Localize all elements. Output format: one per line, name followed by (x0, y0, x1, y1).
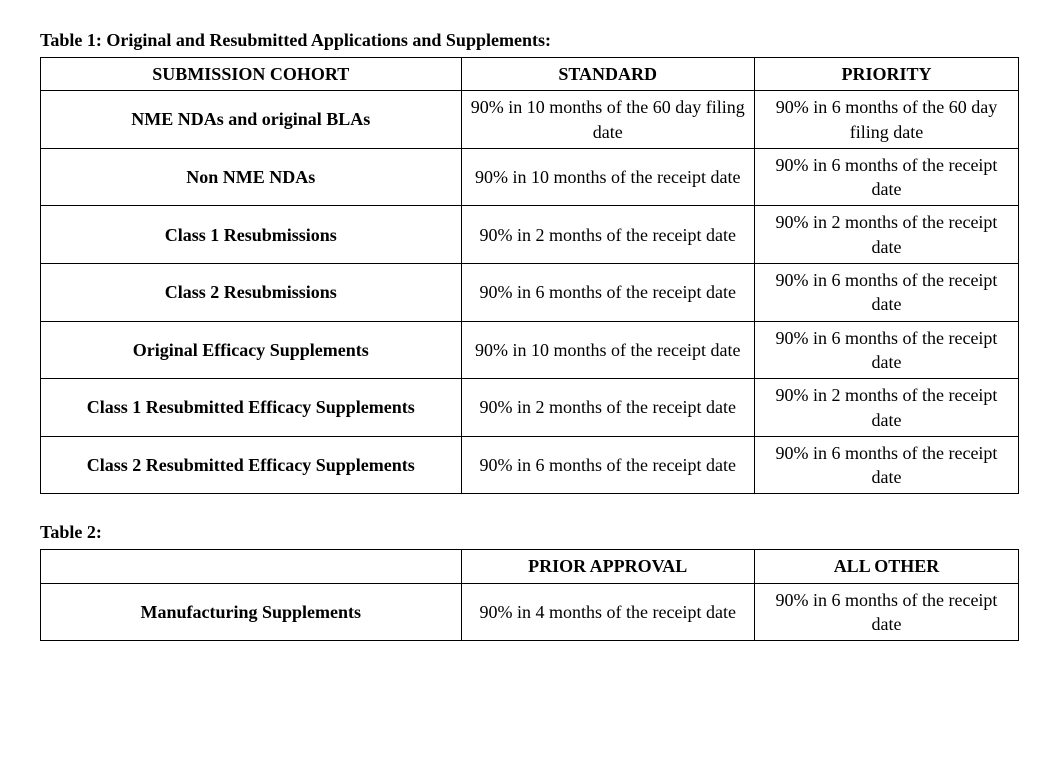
table1-cell-priority: 90% in 2 months of the receipt date (754, 379, 1018, 437)
table1-cell-priority: 90% in 2 months of the receipt date (754, 206, 1018, 264)
table-row: Class 2 Resubmitted Efficacy Supplements… (41, 436, 1019, 494)
table1-row-label: Non NME NDAs (41, 148, 462, 206)
table1-header-row: SUBMISSION COHORT STANDARD PRIORITY (41, 58, 1019, 91)
table1-row-label: NME NDAs and original BLAs (41, 91, 462, 149)
table1-row-label: Class 1 Resubmissions (41, 206, 462, 264)
table2-row-label: Manufacturing Supplements (41, 583, 462, 641)
table-row: Class 2 Resubmissions 90% in 6 months of… (41, 264, 1019, 322)
table1-cell-priority: 90% in 6 months of the receipt date (754, 148, 1018, 206)
table1-header-cohort: SUBMISSION COHORT (41, 58, 462, 91)
table2-header-all-other: ALL OTHER (754, 550, 1018, 583)
table2-header-row: PRIOR APPROVAL ALL OTHER (41, 550, 1019, 583)
table1-cell-standard: 90% in 10 months of the receipt date (461, 148, 754, 206)
table1-cell-priority: 90% in 6 months of the 60 day filing dat… (754, 91, 1018, 149)
table-row: Class 1 Resubmitted Efficacy Supplements… (41, 379, 1019, 437)
table1-title: Table 1: Original and Resubmitted Applic… (40, 30, 1019, 51)
table1-cell-standard: 90% in 2 months of the receipt date (461, 206, 754, 264)
table2: PRIOR APPROVAL ALL OTHER Manufacturing S… (40, 549, 1019, 641)
table2-title: Table 2: (40, 522, 1019, 543)
table1-row-label: Original Efficacy Supplements (41, 321, 462, 379)
table1-row-label: Class 2 Resubmitted Efficacy Supplements (41, 436, 462, 494)
table1-cell-priority: 90% in 6 months of the receipt date (754, 436, 1018, 494)
table-row: Manufacturing Supplements 90% in 4 month… (41, 583, 1019, 641)
table2-cell-prior-approval: 90% in 4 months of the receipt date (461, 583, 754, 641)
table1-cell-standard: 90% in 10 months of the receipt date (461, 321, 754, 379)
table-row: Original Efficacy Supplements 90% in 10 … (41, 321, 1019, 379)
table1: SUBMISSION COHORT STANDARD PRIORITY NME … (40, 57, 1019, 494)
table-row: NME NDAs and original BLAs 90% in 10 mon… (41, 91, 1019, 149)
table2-cell-all-other: 90% in 6 months of the receipt date (754, 583, 1018, 641)
table1-cell-standard: 90% in 6 months of the receipt date (461, 436, 754, 494)
table-row: Non NME NDAs 90% in 10 months of the rec… (41, 148, 1019, 206)
table1-cell-priority: 90% in 6 months of the receipt date (754, 264, 1018, 322)
table2-header-blank (41, 550, 462, 583)
table1-cell-standard: 90% in 6 months of the receipt date (461, 264, 754, 322)
table1-row-label: Class 1 Resubmitted Efficacy Supplements (41, 379, 462, 437)
table1-row-label: Class 2 Resubmissions (41, 264, 462, 322)
table1-header-standard: STANDARD (461, 58, 754, 91)
table1-cell-standard: 90% in 2 months of the receipt date (461, 379, 754, 437)
table1-cell-standard: 90% in 10 months of the 60 day filing da… (461, 91, 754, 149)
table1-header-priority: PRIORITY (754, 58, 1018, 91)
table-row: Class 1 Resubmissions 90% in 2 months of… (41, 206, 1019, 264)
table2-header-prior-approval: PRIOR APPROVAL (461, 550, 754, 583)
table1-cell-priority: 90% in 6 months of the receipt date (754, 321, 1018, 379)
